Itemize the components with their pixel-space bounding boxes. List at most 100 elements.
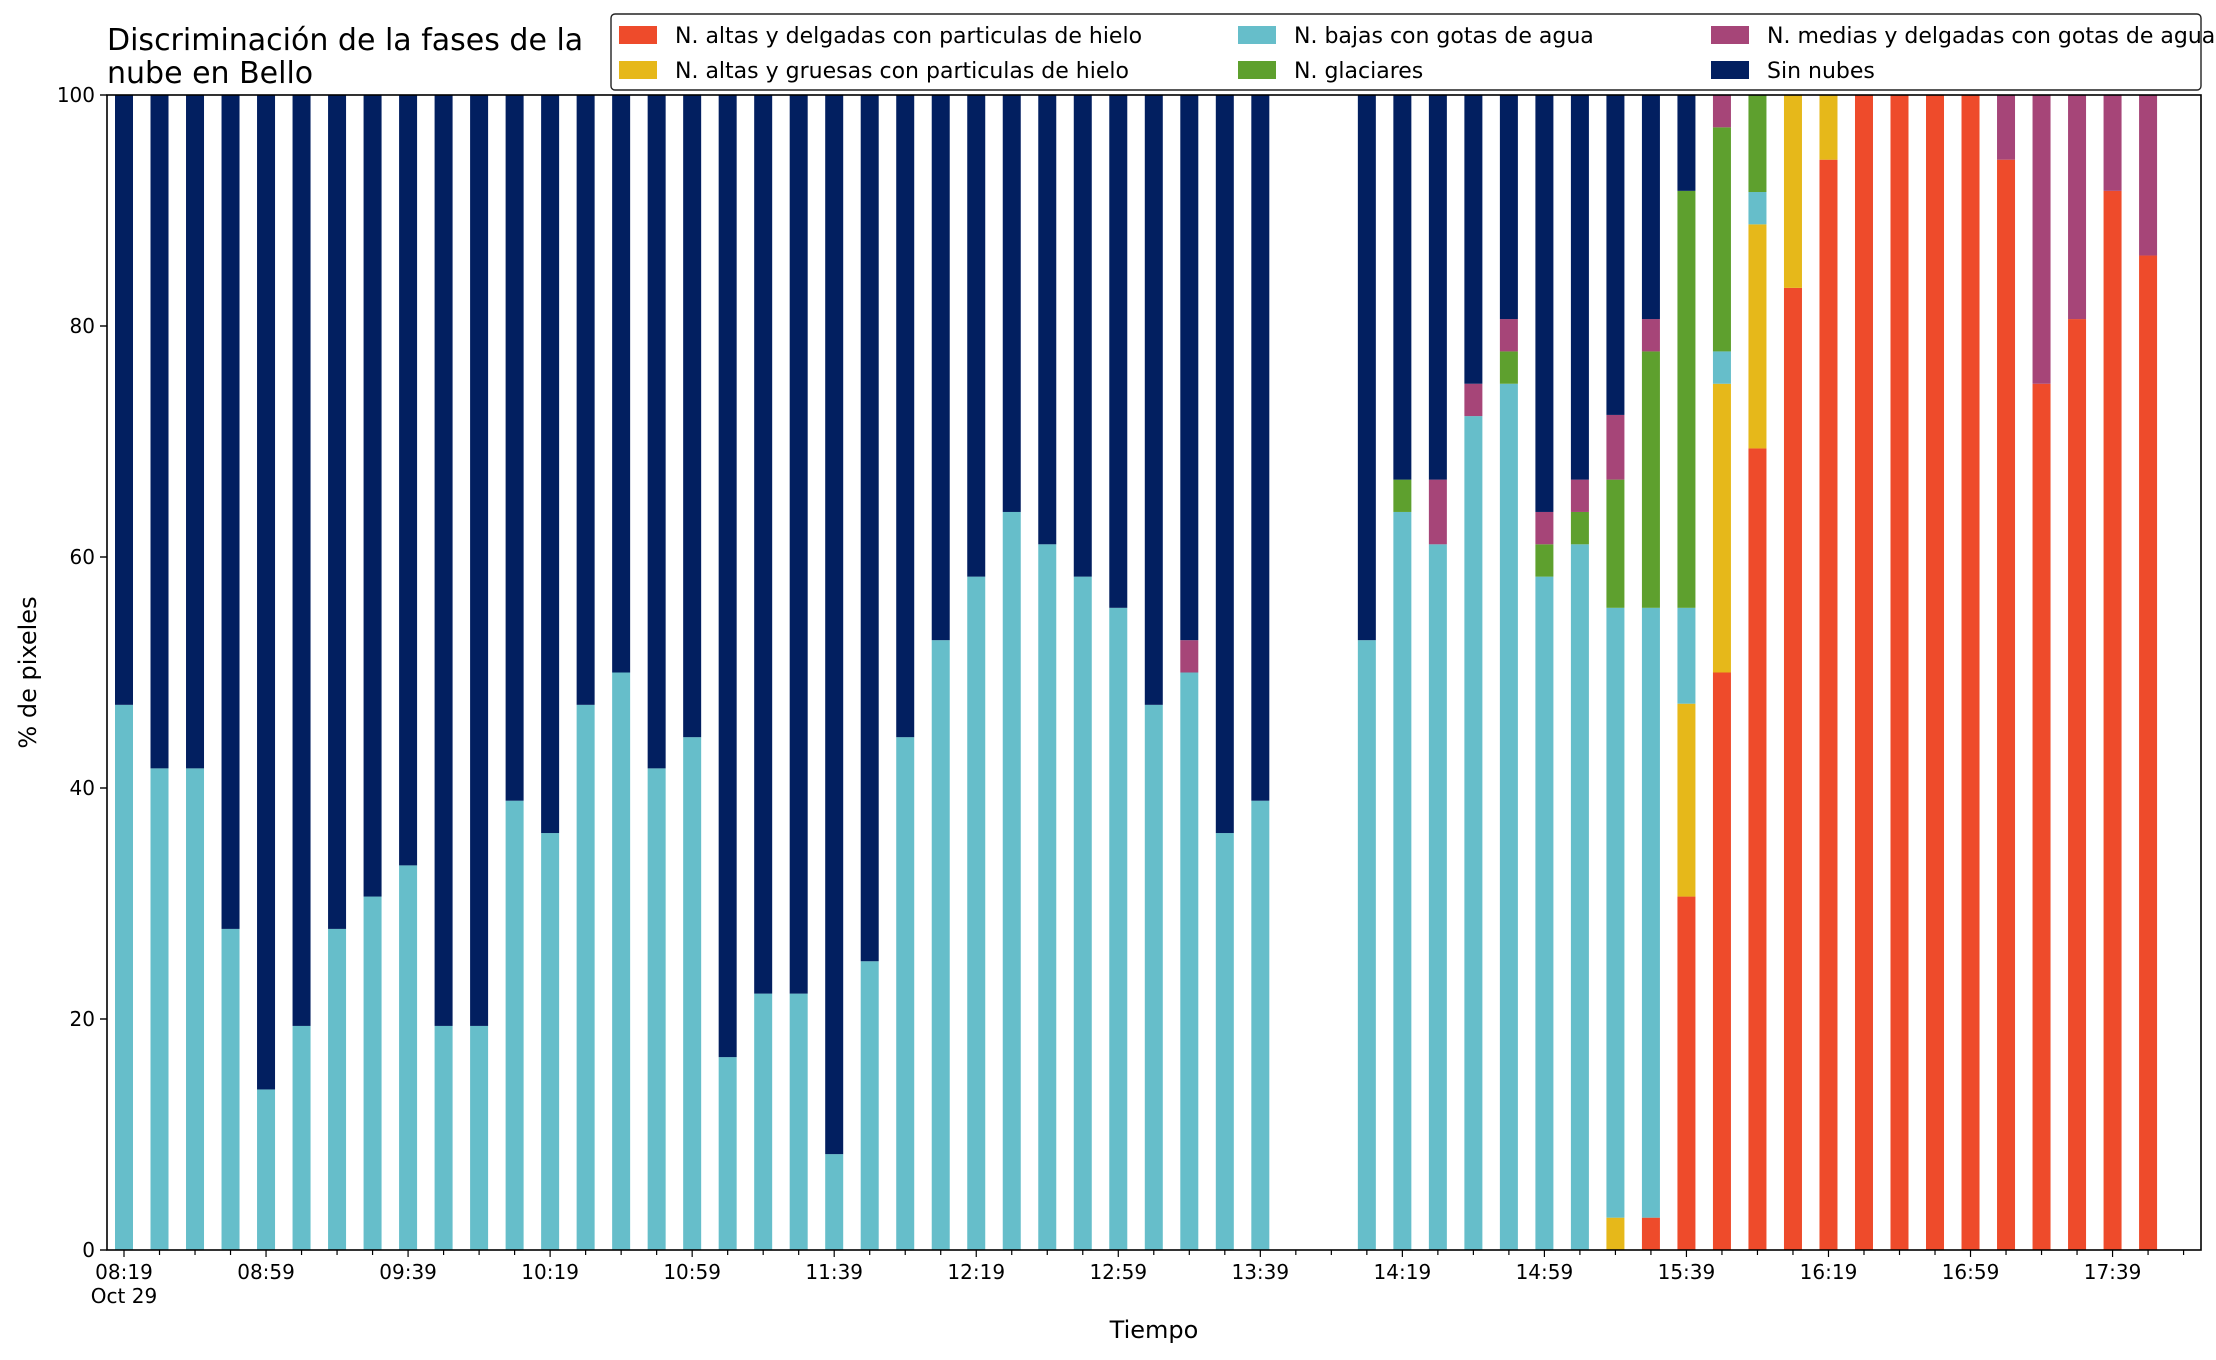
bar-segment-1019-s2 [541, 833, 560, 1250]
bar-segment-1519-s1 [1606, 1217, 1625, 1250]
bar-segment-1029-s2 [576, 704, 595, 1250]
bar-segment-1039-s5 [612, 95, 631, 673]
legend-swatch [1238, 61, 1276, 79]
x-tick-label: 14:59 [1516, 1260, 1574, 1284]
bar-segment-1219-s2 [967, 576, 986, 1250]
bar-segment-1559-s0 [1748, 448, 1767, 1250]
y-tick-label: 100 [57, 83, 95, 107]
bar-segment-1419-s5 [1393, 95, 1412, 480]
y-axis-ticks: 0 20 40 60 80 100 [57, 83, 107, 1262]
bar-segment-1539-s1 [1677, 703, 1696, 897]
bar-segment-1329-s2 [1215, 833, 1234, 1250]
bar-segment-1029-s5 [576, 95, 595, 705]
bar-segment-0929-s2 [363, 896, 382, 1250]
x-axis-label: Tiempo [1109, 1316, 1199, 1344]
legend-label: N. altas y delgadas con particulas de hi… [675, 24, 1142, 49]
bar-segment-1539-s3 [1677, 190, 1696, 608]
bar-segment-1439-s5 [1464, 95, 1483, 384]
bar-segment-1709-s0 [1997, 159, 2016, 1251]
bar-segment-1159-s2 [896, 737, 915, 1250]
bar-segment-1259-s2 [1109, 607, 1128, 1250]
bar-segment-0919-s2 [328, 928, 347, 1250]
bar-segment-1539-s0 [1677, 896, 1696, 1250]
bar-segment-1229-s2 [1002, 511, 1021, 1251]
bar-segment-1739-s4 [2103, 95, 2122, 191]
x-tick-label: 09:39 [379, 1260, 437, 1284]
bar-segment-1519-s2 [1606, 607, 1625, 1218]
bar-segment-1129-s2 [789, 993, 808, 1250]
bar-segment-1519-s5 [1606, 95, 1625, 415]
x-tick-sublabel: Oct 29 [91, 1284, 157, 1308]
bar-segment-1319-s4 [1180, 640, 1199, 673]
bar-segment-1419-s2 [1393, 511, 1412, 1251]
bar-segment-1449-s2 [1499, 383, 1518, 1250]
bar-segment-1239-s5 [1038, 95, 1057, 545]
legend-swatch [1238, 26, 1276, 44]
legend-box [610, 13, 2202, 91]
bar-segment-1429-s4 [1428, 479, 1447, 545]
bar-segment-1319-s2 [1180, 672, 1199, 1250]
bar-segment-1209-s5 [931, 95, 950, 641]
bar-segment-1539-s5 [1677, 95, 1696, 191]
bar-segment-1529-s5 [1641, 95, 1660, 320]
bar-segment-1159-s5 [896, 95, 915, 738]
bar-segment-1139-s2 [825, 1154, 844, 1250]
y-tick-label: 60 [70, 545, 95, 569]
x-tick-label: 16:19 [1800, 1260, 1858, 1284]
bar-segment-0849-s2 [221, 928, 240, 1250]
bar-segment-1559-s3 [1748, 95, 1767, 193]
bars-layer [115, 95, 2158, 1251]
x-tick-label: 12:59 [1089, 1260, 1147, 1284]
legend-label: N. bajas con gotas de agua [1294, 24, 1594, 49]
bar-segment-1429-s5 [1428, 95, 1447, 480]
bar-segment-1419-s3 [1393, 479, 1412, 512]
legend-label: N. glaciares [1294, 59, 1423, 84]
bar-segment-0949-s2 [434, 1025, 453, 1250]
x-tick-label: 17:39 [2084, 1260, 2142, 1284]
bar-segment-0819-s5 [115, 95, 133, 705]
bar-segment-1549-s4 [1712, 95, 1731, 128]
bar-segment-0829-s2 [150, 768, 169, 1250]
bar-segment-1519-s3 [1606, 479, 1625, 608]
bar-segment-1039-s2 [612, 672, 631, 1250]
bar-segment-1049-s2 [647, 768, 666, 1250]
bar-segment-1459-s2 [1535, 576, 1554, 1250]
chart-title-line-2: nube en Bello [107, 56, 313, 91]
bar-segment-1739-s0 [2103, 190, 2122, 1250]
bar-segment-1509-s2 [1570, 544, 1589, 1250]
bar-segment-1429-s2 [1428, 544, 1447, 1250]
bar-segment-0909-s5 [292, 95, 311, 1026]
bar-segment-1209-s2 [931, 640, 950, 1250]
bar-segment-0959-s5 [470, 95, 489, 1026]
bar-segment-1019-s5 [541, 95, 560, 834]
bar-segment-1659-s0 [1961, 95, 1980, 1250]
bar-segment-1259-s5 [1109, 95, 1128, 608]
chart-title-line-1: Discriminación de la fases de la [107, 23, 583, 58]
x-tick-label: 13:39 [1231, 1260, 1289, 1284]
bar-segment-1449-s3 [1499, 351, 1518, 384]
bar-segment-1529-s4 [1641, 319, 1660, 352]
bar-segment-1459-s5 [1535, 95, 1554, 512]
bar-segment-1519-s4 [1606, 414, 1625, 480]
bar-segment-1529-s0 [1641, 1217, 1660, 1250]
bar-segment-1549-s2 [1712, 351, 1731, 384]
legend-swatch [619, 26, 657, 44]
bar-segment-1529-s3 [1641, 351, 1660, 608]
bar-segment-1309-s2 [1144, 704, 1163, 1250]
legend-label: Sin nubes [1767, 59, 1875, 84]
bar-segment-1409-s5 [1357, 95, 1376, 641]
bar-segment-0859-s2 [257, 1089, 276, 1250]
bar-segment-1119-s2 [754, 993, 773, 1250]
bar-segment-1549-s0 [1712, 672, 1731, 1250]
bar-segment-1509-s5 [1570, 95, 1589, 480]
bar-segment-0819-s2 [115, 704, 133, 1250]
bar-segment-0939-s5 [399, 95, 418, 866]
y-axis-label: % de pixeles [14, 596, 42, 748]
bar-segment-1719-s4 [2032, 95, 2051, 384]
x-tick-label: 10:59 [663, 1260, 721, 1284]
x-tick-label: 16:59 [1942, 1260, 2000, 1284]
legend-swatch [1711, 61, 1749, 79]
bar-segment-1219-s5 [967, 95, 986, 577]
bar-segment-1249-s2 [1073, 576, 1092, 1250]
